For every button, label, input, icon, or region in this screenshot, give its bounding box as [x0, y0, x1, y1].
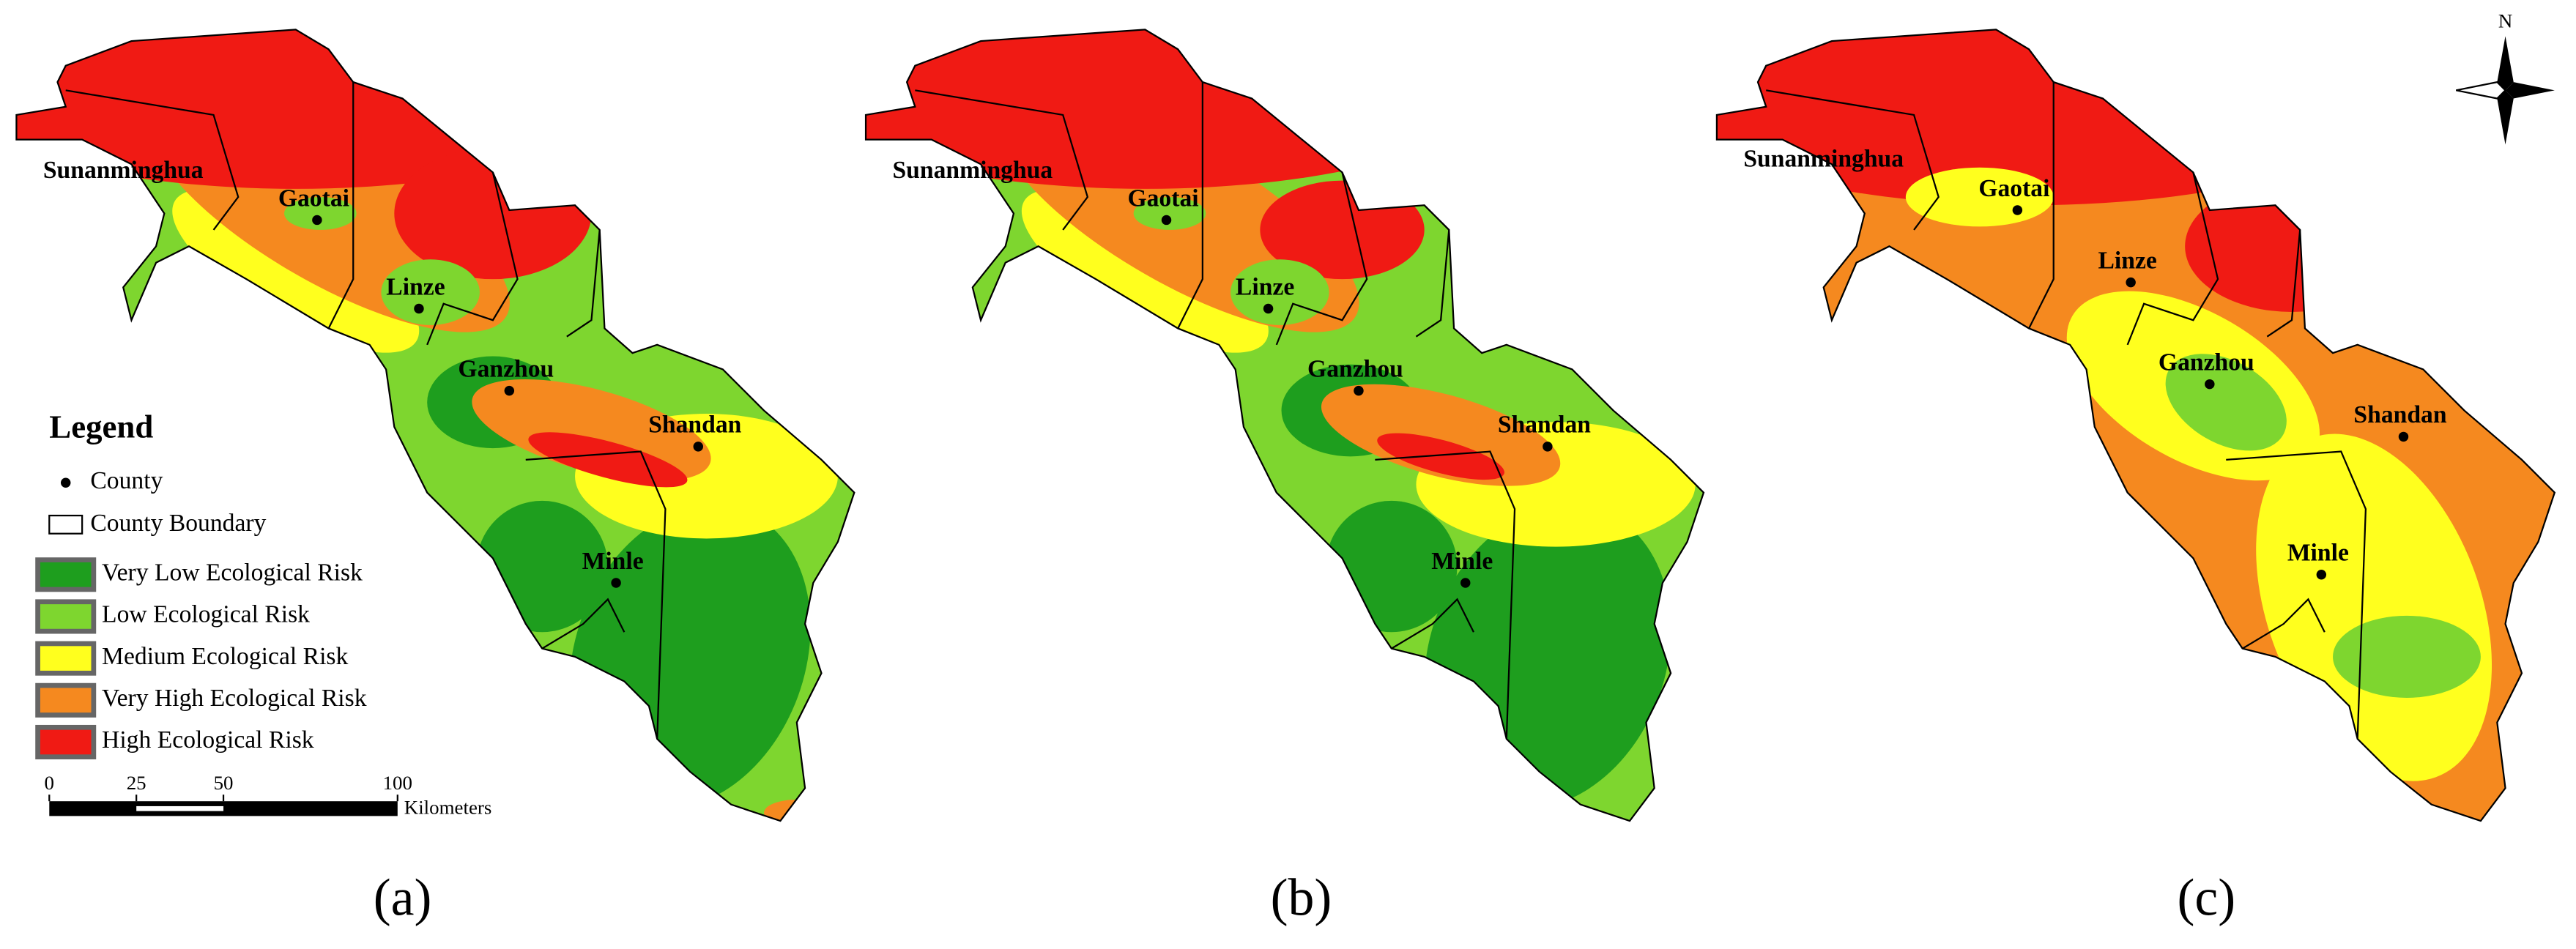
county-boundary [2242, 598, 2326, 650]
county-point [1354, 385, 1364, 396]
county-point [2126, 277, 2136, 288]
risk-area [1321, 384, 1561, 486]
county-boundary [1375, 450, 1516, 740]
county-boundary [541, 598, 626, 650]
county-point [2316, 570, 2327, 580]
county-boundary [426, 172, 519, 346]
county-boundary [327, 82, 355, 329]
risk-area [2333, 615, 2481, 698]
county-label: Minle [582, 548, 644, 575]
county-label: Gaotai [278, 185, 349, 212]
county-boundary [1177, 82, 1203, 329]
county-boundary [1275, 172, 1368, 346]
county-boundary [915, 89, 1089, 231]
legend-swatch [35, 682, 97, 718]
county-boundary [566, 229, 601, 338]
legend-swatch [35, 641, 97, 676]
legend-boundary: County Boundary [90, 510, 266, 537]
scale-tick-label: 0 [45, 772, 54, 794]
scale-bar-segment [136, 805, 224, 811]
panel-label: (a) [374, 868, 432, 927]
risk-area [1230, 259, 1329, 325]
legend-county-symbol [60, 477, 71, 488]
risk-area [2165, 354, 2287, 451]
scale-tick-label: 25 [127, 772, 146, 794]
county-point [2012, 205, 2023, 215]
county-boundary [2028, 82, 2055, 329]
legend-swatch [35, 599, 97, 634]
county-boundary [2226, 450, 2367, 740]
panel-label: (b) [1271, 868, 1332, 927]
legend-swatch [35, 557, 97, 592]
county-boundary [65, 89, 240, 231]
risk-area [2423, 340, 2457, 367]
county-point [2398, 431, 2409, 442]
county-label: Sunanminghua [892, 157, 1053, 184]
risk-area [1133, 197, 1206, 230]
county-label: Minle [2287, 540, 2349, 567]
county-point [1263, 303, 1274, 314]
risk-area [2185, 180, 2399, 313]
map-panel: Sunanminghua Gaotai Linze Ganzhou Shandan Min… [864, 29, 1705, 822]
county-label: Gaotai [1127, 185, 1198, 212]
risk-area [381, 259, 480, 325]
county-point [2205, 379, 2215, 390]
county-label: Shandan [1498, 412, 1591, 439]
county-label: Linze [1236, 273, 1294, 300]
county-label: Ganzhou [1307, 355, 1403, 382]
county-point [1543, 442, 1553, 452]
county-label: Shandan [648, 412, 741, 439]
legend-item: High Ecological Risk [102, 726, 314, 753]
legend-swatch [35, 724, 97, 760]
county-label: Sunanminghua [1743, 145, 1904, 172]
legend-item: Very Low Ecological Risk [102, 559, 363, 586]
scale-tick-label: 100 [383, 772, 412, 794]
county-point [693, 442, 703, 452]
map-panel: Sunanminghua Gaotai Linze Ganzhou Shandan Min… [1715, 29, 2555, 822]
risk-area [284, 197, 357, 230]
scale-unit: Kilometers [404, 797, 492, 819]
county-label: Ganzhou [458, 355, 554, 382]
legend-item: Low Ecological Risk [102, 601, 310, 628]
county-point [414, 303, 424, 314]
county-boundary [1766, 89, 1940, 231]
risk-area [763, 799, 830, 822]
county-label: Shandan [2353, 401, 2446, 428]
north-label: N [2498, 10, 2512, 32]
county-label: Linze [2098, 247, 2156, 274]
risk-area [394, 147, 592, 280]
county-label: Ganzhou [2159, 349, 2254, 376]
county-point [1161, 215, 1172, 226]
legend-item: Very High Ecological Risk [102, 685, 367, 712]
risk-area [1377, 433, 1504, 480]
north-arrow [2456, 36, 2555, 145]
county-point [611, 578, 621, 588]
legend: Legend County County Boundary Very Low Ecol… [35, 409, 367, 760]
county-boundary [1415, 229, 1450, 338]
panel-label: (c) [2178, 868, 2236, 927]
county-boundary [1391, 598, 1474, 650]
risk-area [528, 432, 688, 488]
risk-surface [866, 29, 1704, 822]
county-boundary [525, 450, 667, 740]
county-point [504, 385, 515, 396]
county-label: Linze [386, 273, 445, 300]
county-point [312, 215, 322, 226]
county-boundary [2266, 229, 2301, 338]
legend-boundary-symbol [48, 514, 83, 535]
county-label: Sunanminghua [43, 157, 204, 184]
county-point [1460, 578, 1471, 588]
county-label: Gaotai [1978, 175, 2049, 202]
county-label: Minle [1431, 548, 1493, 575]
scale-tick-label: 50 [214, 772, 234, 794]
legend-county: County [90, 467, 163, 494]
legend-title: Legend [49, 409, 153, 445]
county-boundary [2126, 172, 2219, 346]
legend-item: Medium Ecological Risk [102, 643, 348, 670]
